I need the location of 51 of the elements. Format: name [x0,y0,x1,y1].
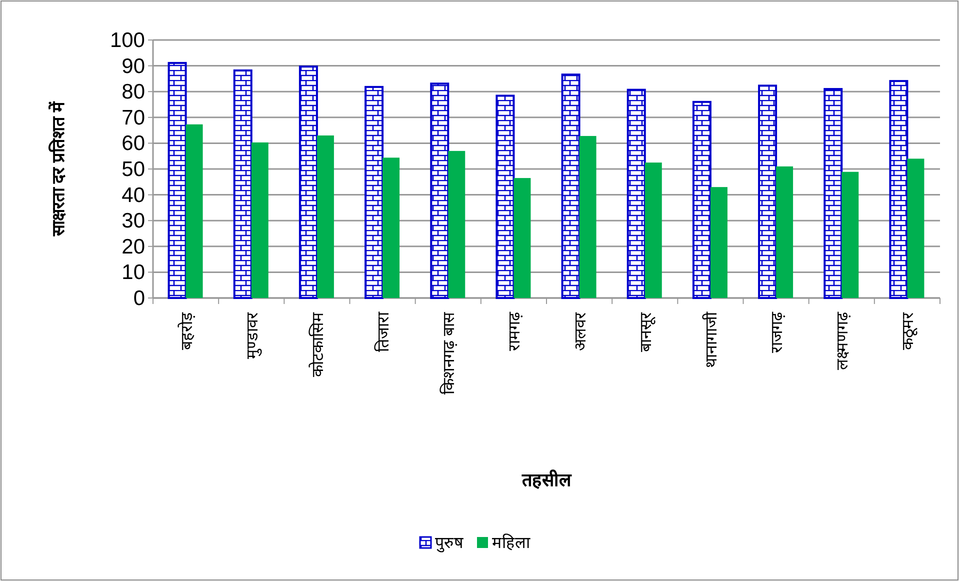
y-tick-label: 50 [122,158,145,181]
bar [496,94,515,299]
bar [364,86,384,299]
legend-label: पुरुष [435,535,464,553]
bar [758,84,778,299]
y-tick-label: 80 [122,80,145,104]
x-tick-label: मुण्डावर [244,312,262,359]
x-tick-label: तिजारा [374,311,393,352]
bar [316,135,334,298]
y-tick-label: 90 [122,54,145,78]
x-tick-label: राजगढ़ [769,311,786,353]
bar [626,88,646,299]
y-tick-label: 0 [133,287,145,310]
bar [710,187,728,298]
y-tick-label: 10 [122,261,145,284]
x-tick-label: किशनगढ़ बास [439,311,458,394]
y-tick-label: 70 [122,106,145,130]
x-tick-label: लक्ष्मणगढ़ [834,311,852,370]
bar [514,178,531,298]
x-tick-label: कोटकासिम [308,312,327,377]
bar [251,142,268,298]
bar [579,136,596,298]
bar [907,158,924,298]
x-tick-label: कठूमर [900,312,918,350]
bar [298,66,318,299]
bar [186,124,203,298]
bar [233,69,252,299]
bar [889,80,908,299]
bar [644,162,662,298]
bar [824,88,843,299]
bar [842,172,859,298]
bar [430,82,450,299]
bar [382,158,400,298]
y-tick-label: 20 [122,235,145,258]
y-tick-label: 30 [122,210,145,233]
bar [692,100,712,299]
x-axis-title: तहसील [521,469,572,490]
x-tick-label: थानागाजी [701,311,720,368]
x-tick-label: रामगढ़ [506,311,524,351]
y-axis-title: साक्षरता दर प्रतिशत में [48,100,68,238]
bar [776,166,794,298]
y-tick-label: 40 [122,184,145,207]
bar [168,62,187,299]
legend-label: महिला [492,533,531,552]
x-tick-label: अलवर [572,312,590,351]
y-tick-label: 100 [110,29,145,52]
bar [448,150,466,298]
x-tick-label: बानसूर [638,312,656,352]
y-tick-label: 60 [122,132,145,156]
bar [561,74,580,299]
x-tick-label: बहरोड़ [176,312,196,350]
